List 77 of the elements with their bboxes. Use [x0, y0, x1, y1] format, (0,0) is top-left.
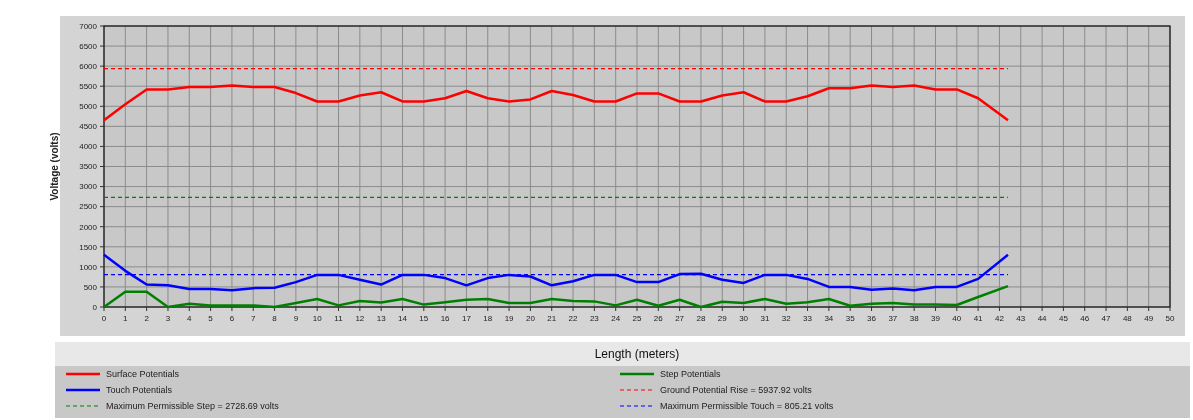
x-tick-label: 22: [568, 314, 579, 323]
x-tick-label: 24: [611, 314, 621, 323]
x-axis-title: Length (meters): [594, 347, 680, 361]
x-tick-label: 19: [504, 314, 515, 323]
y-tick-label: 3000: [79, 182, 98, 192]
x-tick-label: 42: [994, 314, 1005, 323]
x-tick-label: 44: [1037, 314, 1048, 323]
x-tick-label: 10: [312, 314, 323, 323]
y-tick-label: 4000: [79, 142, 98, 152]
y-tick-label: 0: [92, 302, 98, 312]
x-tick-label: 34: [824, 314, 834, 323]
x-tick-label: 45: [1058, 314, 1069, 323]
legend-label: Touch Potentials: [106, 385, 173, 396]
x-tick-label: 43: [1016, 314, 1026, 323]
x-tick-label: 48: [1122, 314, 1133, 323]
y-tick-label: 500: [83, 282, 98, 292]
x-tick-label: 47: [1101, 314, 1112, 323]
y-tick-label: 5000: [79, 102, 98, 112]
y-tick-label: 2500: [79, 202, 98, 212]
y-tick-label: 7000: [79, 21, 98, 31]
x-tick-label: 49: [1144, 314, 1154, 323]
y-tick-label: 6500: [79, 41, 98, 51]
x-tick-label: 1: [123, 314, 129, 323]
x-tick-label: 32: [781, 314, 792, 323]
x-tick-label: 25: [632, 314, 642, 323]
y-axis-title: Voltage (volts): [49, 132, 60, 201]
y-tick-label: 1500: [79, 242, 98, 252]
line-series: [102, 284, 1010, 309]
x-tick-label: 23: [589, 314, 600, 323]
x-tick-label: 39: [931, 314, 941, 323]
x-tick-label: 17: [461, 314, 472, 323]
y-tick-label: 5500: [79, 82, 98, 92]
x-tick-label: 29: [717, 314, 728, 323]
x-tick-label: 26: [653, 314, 664, 323]
x-tick-label: 33: [803, 314, 813, 323]
legend-label: Step Potentials: [660, 369, 722, 380]
x-tick-label: 15: [419, 314, 429, 323]
y-tick-label: 1000: [79, 262, 98, 272]
x-tick-label: 27: [675, 314, 685, 323]
y-tick-label: 4500: [79, 122, 98, 132]
x-tick-label: 12: [355, 314, 365, 323]
x-tick-label: 0: [101, 314, 107, 323]
y-tick-label: 3500: [79, 162, 98, 172]
y-tick-label: 6000: [79, 61, 98, 71]
x-tick-label: 46: [1080, 314, 1090, 323]
x-tick-label: 21: [547, 314, 557, 323]
x-tick-label: 36: [867, 314, 877, 323]
legend-label: Maximum Permissible Step = 2728.69 volts: [106, 401, 280, 412]
x-tick-label: 5: [208, 314, 214, 323]
x-tick-label: 18: [483, 314, 493, 323]
x-tick-label: 13: [376, 314, 387, 323]
x-tick-label: 28: [696, 314, 706, 323]
legend-label: Surface Potentials: [106, 369, 180, 380]
x-tick-label: 14: [398, 314, 408, 323]
x-tick-label: 20: [525, 314, 536, 323]
legend-label: Maximum Permissible Touch = 805.21 volts: [660, 401, 834, 412]
x-tick-label: 16: [440, 314, 451, 323]
legend-label: Ground Potential Rise = 5937.92 volts: [660, 385, 813, 396]
x-tick-label: 6: [229, 314, 235, 323]
x-tick-label: 4: [187, 314, 193, 323]
x-tick-label: 8: [272, 314, 278, 323]
x-tick-label: 30: [739, 314, 749, 323]
x-tick-label: 2: [144, 314, 150, 323]
line-series: [102, 253, 1010, 292]
x-tick-label: 9: [293, 314, 299, 323]
x-tick-label: 11: [334, 314, 344, 323]
x-tick-label: 50: [1165, 314, 1175, 323]
x-tick-label: 37: [888, 314, 898, 323]
x-tick-label: 31: [760, 314, 770, 323]
x-tick-label: 35: [845, 314, 856, 323]
line-series: [102, 84, 1010, 122]
x-tick-label: 40: [952, 314, 962, 323]
x-tick-label: 38: [909, 314, 920, 323]
y-tick-label: 2000: [79, 222, 98, 232]
x-tick-label: 41: [973, 314, 984, 323]
x-tick-label: 7: [251, 314, 257, 323]
x-tick-label: 3: [165, 314, 171, 323]
